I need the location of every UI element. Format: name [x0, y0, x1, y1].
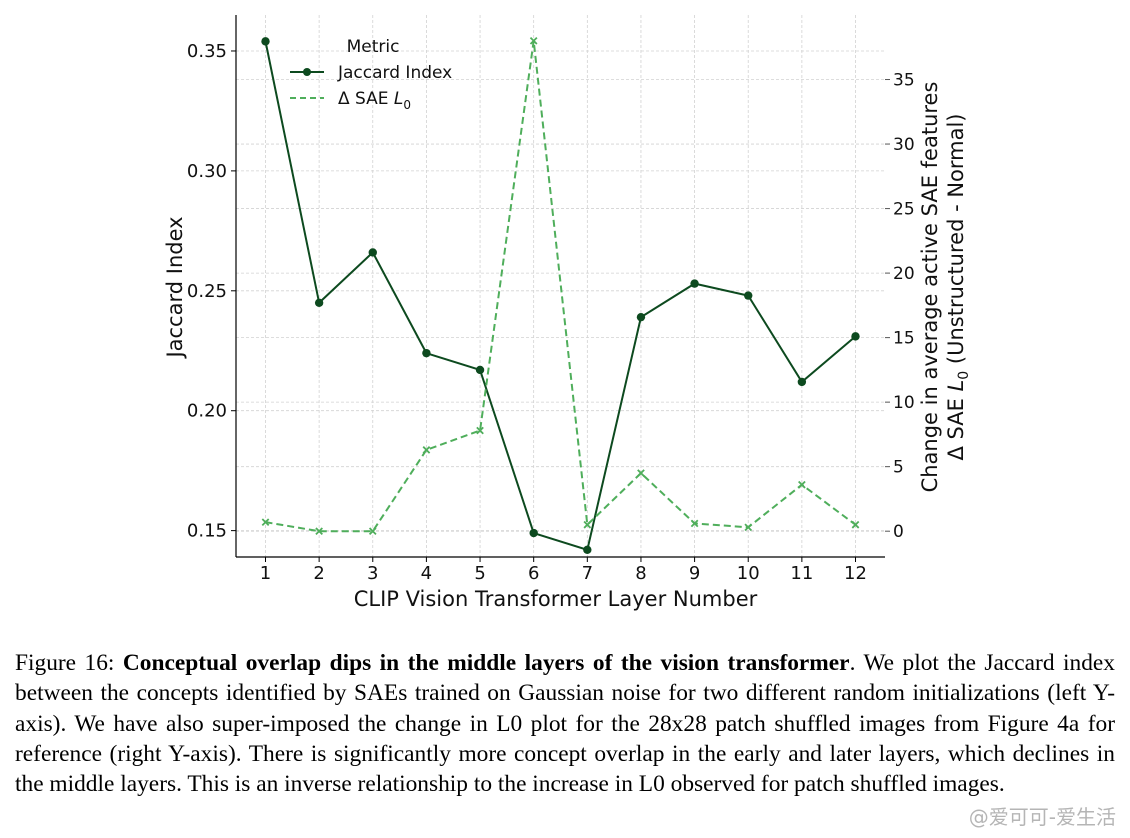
- y-left-tick-label: 0.30: [187, 161, 227, 182]
- y-right-label-var: L: [944, 380, 968, 392]
- series-layer: [261, 36, 860, 555]
- delta-sae-l0-point: [583, 520, 592, 529]
- x-tick-label: 12: [844, 563, 867, 584]
- jaccard-index-point: [368, 248, 377, 257]
- y-left-tick-label: 0.35: [187, 41, 227, 62]
- x-marker-stroke: [422, 446, 431, 454]
- jaccard-index-point: [314, 298, 324, 307]
- delta-sae-l0-point: [798, 480, 806, 489]
- axes-layer: 1 2 3 4 5 6 7 8 9 10 11 120.150.200.250.300.3505101…: [187, 15, 915, 584]
- jaccard-index-point: [636, 312, 646, 322]
- x-tick-label: 11: [790, 563, 813, 584]
- delta-sae-l0-point: [422, 446, 431, 454]
- delta-sae-l0-point: [261, 518, 270, 526]
- y-right-tick-label: 5: [893, 458, 904, 478]
- jaccard-index-point: [475, 365, 485, 375]
- delta-sae-l0-line: [265, 40, 857, 533]
- y-right-axis-label-line1: Change in average active SAE features: [918, 82, 942, 493]
- y-right-tick-label: 10: [893, 393, 915, 413]
- x-tick-label: 3: [367, 563, 378, 584]
- delta-sae-l0-point: [315, 527, 323, 536]
- jaccard-index-point: [797, 377, 807, 387]
- grid-layer: [236, 15, 885, 557]
- caption-text: . We plot the Jaccard index between the …: [15, 650, 1115, 798]
- x-tick-label: 8: [635, 563, 646, 584]
- legend-title: Metric: [347, 37, 400, 57]
- legend-jaccard-label: Jaccard Index: [337, 63, 452, 83]
- y-right-tick-label: 20: [893, 264, 915, 284]
- delta-sae-l0-point: [368, 527, 377, 536]
- x-marker-stroke: [744, 523, 753, 532]
- y-right-tick-label: 35: [893, 71, 915, 91]
- y-right-tick-label: 25: [893, 200, 915, 220]
- legend-delta-prefix: Δ SAE: [338, 89, 394, 109]
- axis-labels: CLIP Vision Transformer Layer Number Jacc…: [163, 82, 972, 611]
- y-right-label-prefix: Δ SAE: [944, 391, 968, 460]
- x-marker-stroke: [476, 426, 484, 435]
- legend-jaccard-marker: [303, 68, 311, 76]
- y-left-tick-label: 0.25: [187, 281, 227, 302]
- x-tick-label: 1: [260, 563, 271, 584]
- x-marker-stroke: [261, 518, 270, 526]
- legend-delta-sub: 0: [403, 98, 411, 112]
- chart: 1 2 3 4 5 6 7 8 9 10 11 120.150.200.250.300.3505101…: [163, 15, 972, 611]
- legend-delta-var: L: [394, 89, 403, 109]
- jaccard-index-line: [264, 41, 857, 552]
- x-tick-label: 4: [421, 563, 432, 584]
- y-right-tick-label: 0: [893, 522, 904, 542]
- x-tick-label: 5: [474, 563, 485, 584]
- delta-sae-l0-point: [851, 520, 860, 529]
- y-right-tick-label: 30: [893, 135, 915, 155]
- jaccard-index-point: [851, 332, 860, 341]
- delta-sae-l0-point: [637, 469, 645, 477]
- y-right-label-suffix: (Unstructured - Normal): [944, 114, 968, 371]
- caption-label: Figure 16:: [15, 650, 123, 676]
- x-tick-label: 2: [313, 563, 324, 584]
- x-axis-label: CLIP Vision Transformer Layer Number: [354, 587, 758, 611]
- y-right-axis-label-line2: Δ SAE L0 (Unstructured - Normal): [944, 114, 972, 461]
- jaccard-index-point: [583, 545, 592, 555]
- x-tick-label: 10: [737, 563, 760, 584]
- delta-sae-l0-point: [744, 523, 753, 532]
- x-tick-label: 6: [528, 563, 539, 584]
- y-right-label-sub: 0: [956, 371, 972, 380]
- x-marker-stroke: [851, 520, 860, 529]
- jaccard-index-point: [529, 528, 538, 538]
- jaccard-index-point: [690, 279, 699, 288]
- figure-caption: Figure 16: Conceptual overlap dips in th…: [15, 648, 1115, 799]
- jaccard-index-point: [261, 37, 270, 46]
- delta-sae-l0-point: [690, 519, 699, 528]
- x-tick-label: 7: [582, 563, 593, 584]
- legend-delta-label: Δ SAE L0: [338, 89, 411, 112]
- x-marker-stroke: [690, 519, 699, 528]
- x-tick-label: 9: [689, 563, 700, 584]
- jaccard-index-point: [422, 348, 431, 358]
- jaccard-index-point: [744, 291, 753, 300]
- x-marker-stroke: [798, 480, 806, 489]
- legend: Metric Jaccard Index Δ SAE L0: [290, 37, 452, 112]
- delta-sae-l0-point: [476, 426, 484, 435]
- x-marker-stroke: [529, 36, 538, 45]
- delta-sae-l0-point: [529, 36, 538, 45]
- x-marker-stroke: [637, 469, 645, 477]
- y-left-tick-label: 0.20: [187, 401, 227, 422]
- y-right-tick-label: 15: [893, 329, 915, 349]
- y-left-axis-label: Jaccard Index: [163, 216, 187, 359]
- watermark: @爱可可-爱生活: [968, 805, 1116, 829]
- x-marker-stroke: [583, 520, 592, 529]
- caption-bold-title: Conceptual overlap dips in the middle la…: [122, 650, 850, 676]
- x-marker-stroke: [315, 527, 323, 536]
- x-marker-stroke: [368, 527, 377, 536]
- y-left-tick-label: 0.15: [187, 521, 227, 542]
